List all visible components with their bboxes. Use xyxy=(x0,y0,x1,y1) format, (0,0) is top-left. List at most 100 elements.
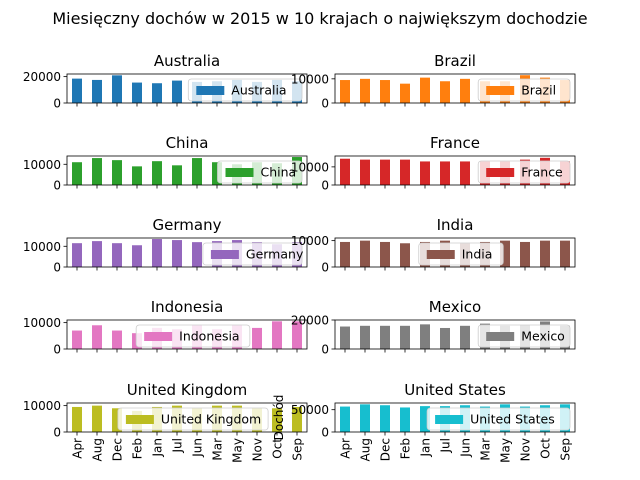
bar-australia-apr xyxy=(72,78,82,103)
panel-title-india: India xyxy=(437,216,474,234)
xtick-label-united-kingdom-aug: Aug xyxy=(91,438,105,461)
bar-france-feb xyxy=(400,159,410,185)
legend-india: India xyxy=(418,242,504,266)
ytick-label-germany: 0 xyxy=(53,261,61,275)
legend-australia: Australia xyxy=(187,78,303,102)
legend-box-india xyxy=(418,242,504,266)
xtick-label-united-states-apr: Apr xyxy=(339,438,353,459)
ytick-label-mexico: 20000 xyxy=(291,314,329,328)
bar-indonesia-apr xyxy=(72,330,82,349)
bar-india-dec xyxy=(380,241,390,267)
xtick-label-united-kingdom-mar: Mar xyxy=(211,438,225,461)
ytick-label-australia: 0 xyxy=(53,97,61,111)
bar-india-sep xyxy=(560,240,570,267)
bar-mexico-aug xyxy=(360,325,370,349)
bar-indonesia-dec xyxy=(112,330,122,349)
bar-china-aug xyxy=(92,158,102,185)
panel-germany: Germany 0 10000 Germany xyxy=(23,216,308,275)
legend-label-united-kingdom: United Kingdom xyxy=(161,412,261,427)
axes-frame-germany xyxy=(66,237,308,268)
ytick-label-indonesia: 10000 xyxy=(23,316,61,330)
xtick-label-united-kingdom-sep: Sep xyxy=(291,438,305,461)
axes-frame-india xyxy=(334,237,576,268)
panel-title-united-states: United States xyxy=(404,381,506,399)
legend-box-indonesia xyxy=(135,324,251,348)
bar-germany-feb xyxy=(132,245,142,267)
legend-mexico: Mexico xyxy=(477,324,571,348)
ytick-label-france: 10000 xyxy=(291,160,329,174)
legend-label-china: China xyxy=(261,165,297,180)
legend-indonesia: Indonesia xyxy=(135,324,251,348)
bar-united-states-dec xyxy=(380,405,390,432)
y-axis-label-united-states: Dochód xyxy=(272,395,286,441)
xtick-label-united-states-feb: Feb xyxy=(399,438,413,459)
xtick-label-united-states-may: May xyxy=(499,438,513,463)
legend-label-indonesia: Indonesia xyxy=(179,329,239,344)
xtick-label-united-states-aug: Aug xyxy=(359,438,373,461)
ytick-label-germany: 10000 xyxy=(23,240,61,254)
ytick-label-united-states: 0 xyxy=(321,426,329,440)
bar-mexico-feb xyxy=(400,325,410,349)
legend-box-china xyxy=(217,160,303,184)
legend-swatch-france xyxy=(486,168,515,177)
xtick-label-united-kingdom-jul: Jul xyxy=(171,438,185,453)
xtick-label-united-kingdom-nov: Nov xyxy=(251,438,265,461)
bar-mexico-jan xyxy=(420,324,430,349)
bar-germany-jul xyxy=(172,240,182,267)
bar-united-states-aug xyxy=(360,404,370,432)
xtick-label-united-kingdom-jun: Jun xyxy=(191,438,205,458)
bar-china-jun xyxy=(192,158,202,185)
bar-china-mar xyxy=(212,162,222,185)
axes-frame-united-states xyxy=(334,402,576,433)
legend-label-india: India xyxy=(462,247,493,262)
panel-title-germany: Germany xyxy=(153,216,222,234)
panel-france: France 0 10000 France xyxy=(291,134,576,193)
xtick-label-united-kingdom-oct: Oct xyxy=(271,438,285,459)
panel-india: India 0 10000 India xyxy=(291,216,576,275)
legend-label-germany: Germany xyxy=(246,247,304,262)
xtick-label-united-kingdom-dec: Dec xyxy=(111,438,125,461)
bar-germany-jun xyxy=(192,242,202,267)
legend-china: China xyxy=(217,160,303,184)
axes-frame-indonesia xyxy=(66,319,308,350)
bar-indonesia-sep xyxy=(292,321,302,349)
bar-brazil-jul xyxy=(440,81,450,103)
bar-united-kingdom-apr xyxy=(72,406,82,432)
ytick-label-australia: 20000 xyxy=(23,70,61,84)
ytick-label-united-kingdom: 0 xyxy=(53,426,61,440)
legend-united-states: United States xyxy=(426,407,571,431)
legend-swatch-china xyxy=(225,168,254,177)
legend-box-mexico xyxy=(477,324,571,348)
bar-brazil-jan xyxy=(420,77,430,103)
panel-title-indonesia: Indonesia xyxy=(151,298,224,316)
legend-swatch-india xyxy=(426,250,455,259)
bar-united-states-feb xyxy=(400,407,410,432)
bar-united-kingdom-oct xyxy=(272,408,282,432)
legend-box-france xyxy=(477,160,571,184)
bar-australia-dec xyxy=(112,75,122,103)
xtick-label-united-states-nov: Nov xyxy=(519,438,533,461)
bar-brazil-jun xyxy=(460,78,470,103)
xtick-label-united-states-mar: Mar xyxy=(479,438,493,461)
panel-australia: Australia 0 20000 Australia xyxy=(23,52,308,111)
legend-box-united-states xyxy=(426,407,571,431)
axes-frame-united-kingdom xyxy=(66,402,308,433)
legend-united-kingdom: United Kingdom xyxy=(117,407,269,431)
panel-united-states: United States 0 50000 Apr Aug Dec Feb Jan Jul Jun… xyxy=(272,381,576,480)
xtick-label-united-states-dec: Dec xyxy=(379,438,393,461)
bar-united-states-apr xyxy=(340,406,350,432)
bar-mexico-jul xyxy=(440,327,450,349)
bar-mexico-jun xyxy=(460,325,470,349)
bar-indonesia-nov xyxy=(252,327,262,349)
bar-france-jan xyxy=(420,161,430,185)
ytick-label-mexico: 0 xyxy=(321,343,329,357)
legend-swatch-mexico xyxy=(486,332,515,341)
bar-france-dec xyxy=(380,159,390,185)
bar-india-oct xyxy=(540,240,550,267)
xtick-label-united-states-jul: Jul xyxy=(439,438,453,453)
xtick-label-united-kingdom-apr: Apr xyxy=(71,438,85,459)
panel-title-china: China xyxy=(166,134,209,152)
axes-frame-australia xyxy=(66,73,308,104)
legend-brazil: Brazil xyxy=(477,78,571,102)
bar-mexico-apr xyxy=(340,326,350,349)
